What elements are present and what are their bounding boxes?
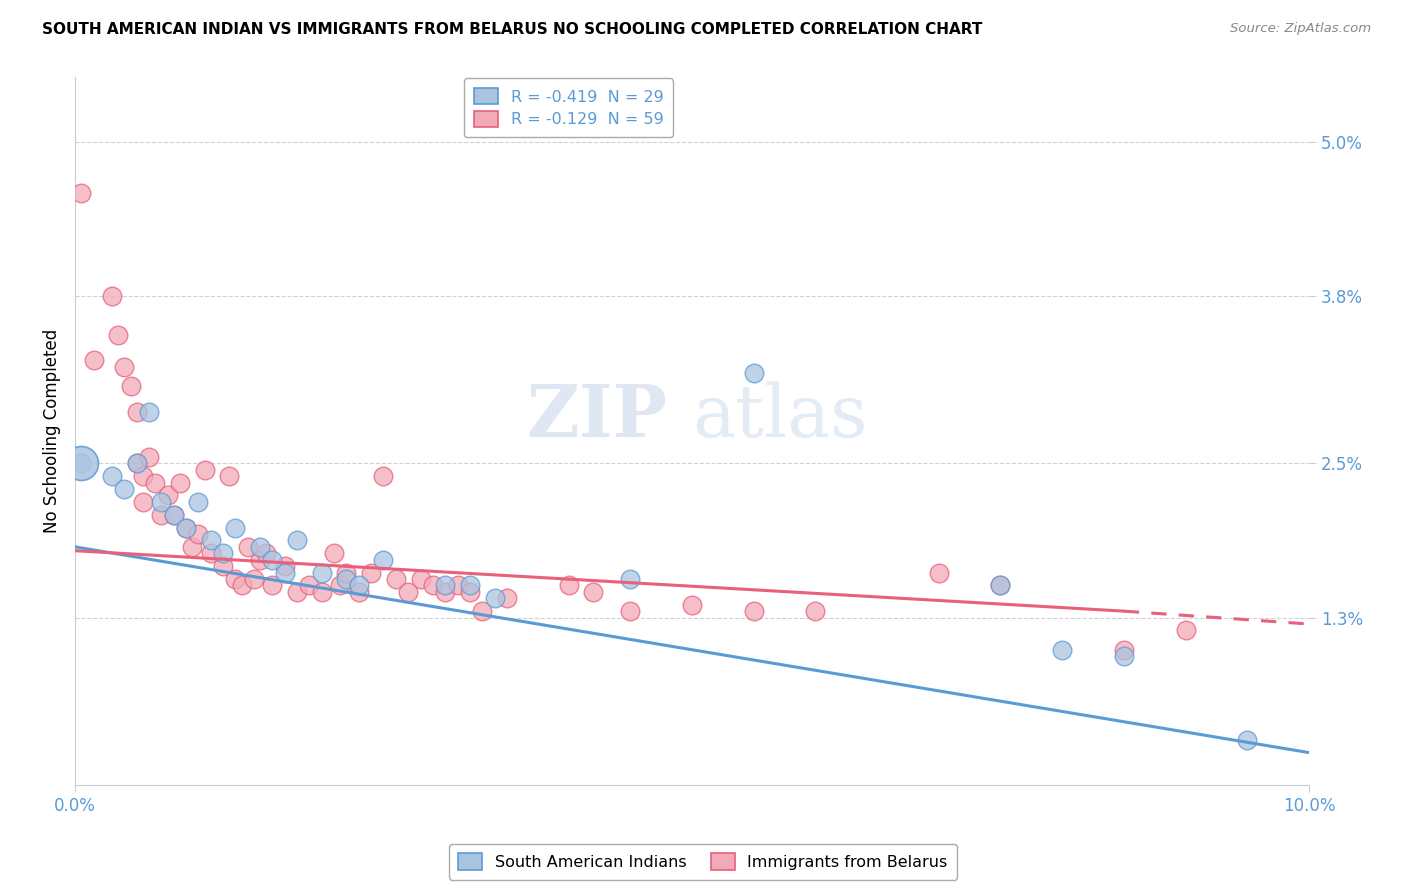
Point [132,495,155,509]
Point [169,475,191,490]
Text: Source: ZipAtlas.com: Source: ZipAtlas.com [1230,22,1371,36]
Point [422,578,444,592]
Point [236,540,259,554]
Point [582,585,605,599]
Point [212,559,235,574]
Point [434,578,457,592]
Point [107,327,129,342]
Point [274,566,297,580]
Point [112,482,135,496]
Text: SOUTH AMERICAN INDIAN VS IMMIGRANTS FROM BELARUS NO SCHOOLING COMPLETED CORRELAT: SOUTH AMERICAN INDIAN VS IMMIGRANTS FROM… [42,22,983,37]
Point [274,559,297,574]
Point [347,585,370,599]
Point [446,578,468,592]
Point [484,591,506,606]
Point [1112,649,1135,664]
Point [385,572,408,586]
Point [311,566,333,580]
Point [928,566,950,580]
Point [125,456,148,470]
Point [298,578,321,592]
Point [163,508,186,522]
Point [373,469,395,483]
Point [496,591,519,606]
Point [471,604,494,618]
Point [138,450,160,464]
Point [70,186,93,201]
Point [254,546,277,560]
Point [181,540,204,554]
Point [187,495,209,509]
Point [156,488,179,502]
Point [249,540,271,554]
Point [681,598,703,612]
Y-axis label: No Schooling Completed: No Schooling Completed [44,329,60,533]
Point [335,572,357,586]
Point [619,604,641,618]
Point [101,469,124,483]
Point [335,566,357,580]
Legend: South American Indians, Immigrants from Belarus: South American Indians, Immigrants from … [449,844,957,880]
Point [112,359,135,374]
Point [150,508,173,522]
Point [1236,732,1258,747]
Point [1050,642,1073,657]
Point [83,353,105,368]
Point [1112,642,1135,657]
Point [285,585,308,599]
Point [990,578,1012,592]
Point [193,463,215,477]
Point [200,533,222,548]
Point [619,572,641,586]
Point [224,572,246,586]
Point [409,572,432,586]
Point [174,520,197,534]
Point [262,552,284,566]
Point [742,604,765,618]
Point [120,379,142,393]
Point [458,585,481,599]
Point [557,578,579,592]
Point [360,566,382,580]
Point [70,456,93,470]
Point [742,366,765,380]
Point [804,604,827,618]
Point [243,572,266,586]
Point [285,533,308,548]
Point [1174,624,1197,638]
Point [163,508,186,522]
Point [174,520,197,534]
Point [249,552,271,566]
Text: ZIP: ZIP [526,382,668,452]
Point [187,527,209,541]
Point [329,578,352,592]
Point [101,289,124,303]
Point [990,578,1012,592]
Point [200,546,222,560]
Point [373,552,395,566]
Point [70,456,93,470]
Point [311,585,333,599]
Point [138,405,160,419]
Text: atlas: atlas [692,382,868,452]
Point [132,469,155,483]
Point [231,578,253,592]
Point [125,405,148,419]
Point [224,520,246,534]
Point [434,585,457,599]
Point [218,469,240,483]
Point [125,456,148,470]
Point [396,585,419,599]
Legend: R = -0.419  N = 29, R = -0.129  N = 59: R = -0.419 N = 29, R = -0.129 N = 59 [464,78,673,137]
Point [323,546,346,560]
Point [150,495,173,509]
Point [212,546,235,560]
Point [347,578,370,592]
Point [458,578,481,592]
Point [143,475,166,490]
Point [262,578,284,592]
